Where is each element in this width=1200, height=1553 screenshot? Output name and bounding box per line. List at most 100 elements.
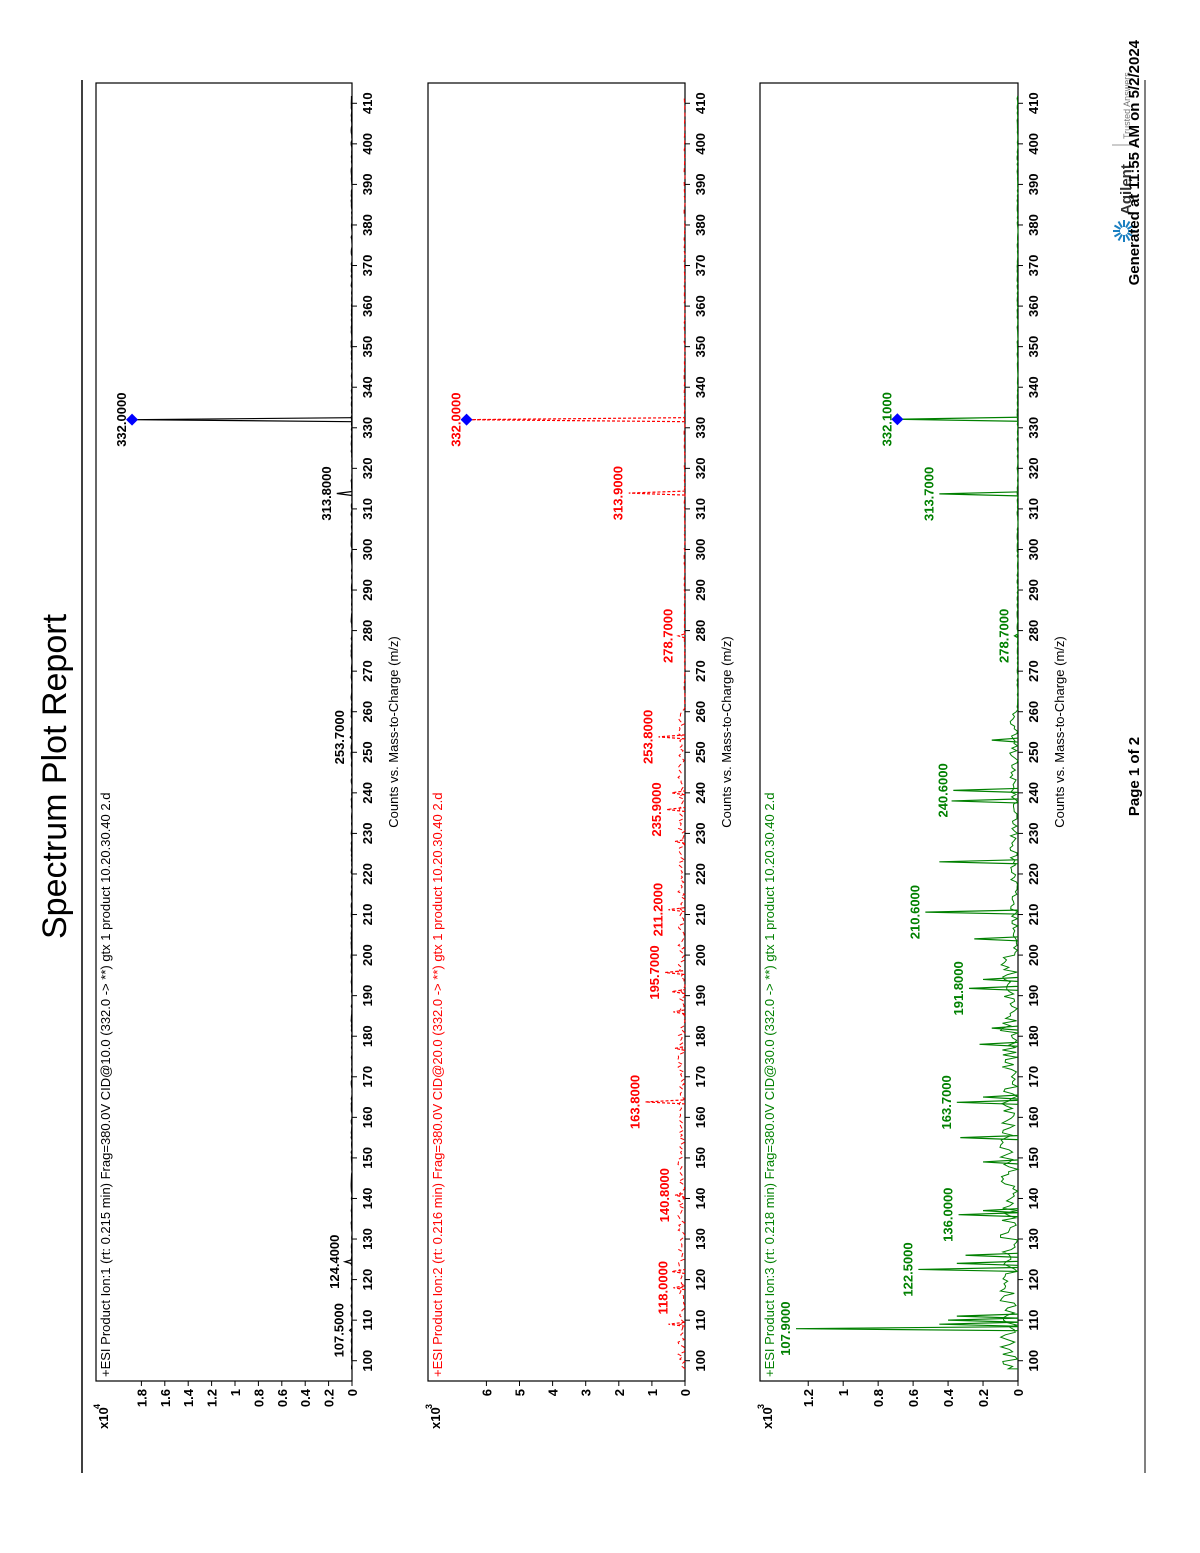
x-tick-label: 230 xyxy=(1026,823,1041,845)
precursor-marker xyxy=(891,413,904,426)
x-tick-label: 220 xyxy=(360,863,375,885)
x-tick-label: 170 xyxy=(360,1066,375,1088)
x-tick-label: 220 xyxy=(693,863,708,885)
spectrum-peak xyxy=(974,936,1019,942)
peak-label: 278.7000 xyxy=(997,609,1012,663)
x-tick-label: 300 xyxy=(693,539,708,561)
x-tick-label: 410 xyxy=(360,92,375,114)
y-tick-label: 0.2 xyxy=(322,1389,337,1407)
x-tick-label: 210 xyxy=(693,904,708,926)
y-tick-label: 0 xyxy=(678,1389,693,1396)
y-exponent: 3 xyxy=(756,1404,766,1409)
x-tick-label: 230 xyxy=(693,823,708,845)
peak-label: 163.8000 xyxy=(627,1075,642,1129)
peak-label: 191.8000 xyxy=(951,961,966,1015)
y-multiplier: x10 xyxy=(760,1407,775,1429)
x-tick-label: 330 xyxy=(693,417,708,439)
y-tick-label: 1.4 xyxy=(181,1388,196,1407)
spectrum-peak xyxy=(983,976,1019,983)
x-tick-label: 310 xyxy=(693,498,708,520)
peak-label: 136.0000 xyxy=(941,1188,956,1242)
y-tick-label: 1.2 xyxy=(205,1389,220,1407)
y-multiplier: x10 xyxy=(96,1407,111,1429)
peak-label: 278.7000 xyxy=(660,609,675,663)
peak-label: 195.7000 xyxy=(647,945,662,999)
plot-title: +ESI Product Ion:1 (rt: 0.215 min) Frag=… xyxy=(98,793,113,1377)
x-tick-label: 350 xyxy=(693,336,708,358)
x-axis-label: Counts vs. Mass-to-Charge (m/z) xyxy=(1052,636,1067,827)
spectrum-peak xyxy=(991,1025,1019,1031)
x-tick-label: 350 xyxy=(1026,336,1041,358)
x-tick-label: 240 xyxy=(693,782,708,804)
x-tick-label: 280 xyxy=(1026,620,1041,642)
agilent-spark-icon xyxy=(1126,232,1135,238)
x-tick-label: 190 xyxy=(360,985,375,1007)
x-tick-label: 340 xyxy=(693,376,708,398)
x-tick-label: 160 xyxy=(1026,1106,1041,1128)
x-tick-label: 130 xyxy=(360,1228,375,1250)
x-tick-label: 400 xyxy=(1026,133,1041,155)
x-tick-label: 180 xyxy=(360,1025,375,1047)
peak-label: 124.4000 xyxy=(327,1235,342,1289)
x-tick-label: 250 xyxy=(693,741,708,763)
y-tick-label: 0.4 xyxy=(298,1388,313,1407)
x-tick-label: 150 xyxy=(360,1147,375,1169)
x-tick-label: 330 xyxy=(1026,417,1041,439)
x-tick-label: 150 xyxy=(1026,1147,1041,1169)
y-tick-label: 0 xyxy=(1011,1389,1026,1396)
peak-label: 122.5000 xyxy=(900,1242,915,1296)
x-tick-label: 400 xyxy=(360,133,375,155)
x-tick-label: 240 xyxy=(1026,782,1041,804)
y-tick-label: 1.8 xyxy=(134,1389,149,1407)
peak-label: 332.0000 xyxy=(114,393,129,447)
spectrum-peak xyxy=(969,985,1019,991)
y-tick-label: 1.6 xyxy=(158,1389,173,1407)
x-tick-label: 220 xyxy=(1026,863,1041,885)
x-tick-label: 140 xyxy=(1026,1188,1041,1210)
y-tick-label: 0.6 xyxy=(906,1389,921,1407)
spectrum-peak xyxy=(665,969,686,976)
x-tick-label: 270 xyxy=(693,660,708,682)
spectrum-trace xyxy=(350,96,353,1370)
y-tick-label: 0.8 xyxy=(251,1389,266,1407)
plot-frame xyxy=(759,82,1019,1382)
spectrum-peak xyxy=(953,787,1019,794)
peak-label: 313.8000 xyxy=(319,466,334,520)
spectrum-peak xyxy=(991,737,1019,743)
x-tick-label: 260 xyxy=(693,701,708,723)
y-tick-label: 1.2 xyxy=(801,1389,816,1407)
x-tick-label: 360 xyxy=(1026,295,1041,317)
spectrum-peak xyxy=(925,909,1019,915)
peak-label: 332.1000 xyxy=(879,392,894,446)
x-tick-label: 200 xyxy=(1026,944,1041,966)
x-tick-label: 370 xyxy=(360,255,375,277)
x-tick-label: 290 xyxy=(1026,579,1041,601)
x-tick-label: 390 xyxy=(693,174,708,196)
spectrum-peak xyxy=(628,490,686,496)
x-tick-label: 170 xyxy=(1026,1066,1041,1088)
spectrum-peak xyxy=(939,491,1019,497)
peak-label: 240.6000 xyxy=(935,763,950,817)
y-tick-label: 0.6 xyxy=(275,1389,290,1407)
x-tick-label: 400 xyxy=(693,133,708,155)
spectrum-peak xyxy=(676,633,686,639)
peak-label: 211.2000 xyxy=(650,883,665,937)
peak-label: 210.6000 xyxy=(907,885,922,939)
x-tick-label: 390 xyxy=(1026,174,1041,196)
spectrum-peak xyxy=(939,859,1019,865)
agilent-spark-icon xyxy=(1125,233,1131,242)
x-tick-label: 180 xyxy=(1026,1025,1041,1047)
x-tick-label: 120 xyxy=(693,1269,708,1291)
x-tick-label: 240 xyxy=(360,782,375,804)
x-tick-label: 140 xyxy=(693,1188,708,1210)
x-tick-label: 140 xyxy=(360,1188,375,1210)
spectrum-peak xyxy=(1013,633,1019,639)
y-exponent: 3 xyxy=(424,1404,434,1409)
x-tick-label: 110 xyxy=(693,1310,708,1331)
x-tick-label: 320 xyxy=(360,457,375,479)
spectrum-peak xyxy=(948,1317,1019,1323)
y-tick-label: 2 xyxy=(612,1389,627,1396)
x-tick-label: 200 xyxy=(693,944,708,966)
